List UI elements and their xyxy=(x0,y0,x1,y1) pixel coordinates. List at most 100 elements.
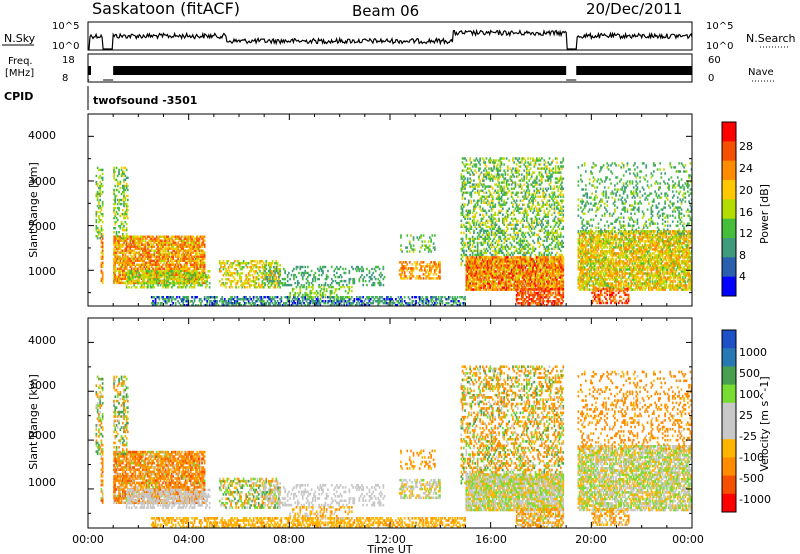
power-cell xyxy=(149,263,152,266)
power-cell xyxy=(132,249,134,252)
power-cell xyxy=(150,245,153,248)
power-cell xyxy=(512,191,514,194)
power-cell xyxy=(114,222,117,226)
power-cell xyxy=(216,296,218,299)
power-cell xyxy=(310,269,313,273)
power-cell xyxy=(507,233,509,237)
power-cell xyxy=(164,284,167,287)
power-cell xyxy=(164,272,167,275)
power-cell xyxy=(474,237,476,241)
power-cell xyxy=(182,243,185,246)
nsky-tick-bottom: 10^0 xyxy=(52,41,79,52)
power-cell xyxy=(188,255,191,258)
power-cell xyxy=(191,259,193,262)
power-cell xyxy=(173,273,176,276)
power-cell xyxy=(154,279,157,283)
power-cell xyxy=(193,269,196,272)
power-cell xyxy=(147,265,149,268)
power-cell xyxy=(113,257,115,260)
power-cell xyxy=(115,245,118,248)
power-cell xyxy=(114,251,117,254)
power-cell xyxy=(138,255,140,258)
power-cell xyxy=(148,245,151,248)
power-cell xyxy=(179,263,182,266)
power-cell xyxy=(124,220,127,224)
power-cell xyxy=(169,237,172,240)
power-cell xyxy=(145,274,148,277)
power-cell xyxy=(125,227,128,230)
power-cell xyxy=(325,287,328,291)
power-cell xyxy=(184,259,187,262)
power-cell xyxy=(123,192,125,196)
power-cell xyxy=(157,280,159,283)
power-cell xyxy=(280,296,283,299)
power-cell xyxy=(119,275,122,278)
power-cell xyxy=(127,208,129,212)
power-cell xyxy=(284,269,286,273)
power-cell xyxy=(525,209,528,212)
power-cell xyxy=(124,257,127,260)
power-cell xyxy=(474,187,476,190)
power-cell xyxy=(167,275,169,278)
power-cell xyxy=(119,267,122,270)
power-cell xyxy=(195,261,197,264)
power-cell xyxy=(468,199,470,202)
power-cell xyxy=(519,227,522,230)
power-cell xyxy=(518,157,521,160)
power-cell xyxy=(348,285,351,289)
power-cell xyxy=(153,259,156,262)
power-cell xyxy=(115,255,118,258)
power-cell xyxy=(484,161,487,164)
power-cell xyxy=(139,267,142,270)
power-cell xyxy=(154,273,157,276)
power-cell xyxy=(128,270,130,273)
power-cell xyxy=(124,243,127,246)
power-cell xyxy=(162,284,164,287)
power-cell xyxy=(174,237,177,240)
power-cell xyxy=(142,255,144,258)
power-cell xyxy=(96,192,99,196)
power-cell xyxy=(166,284,168,287)
power-cell xyxy=(98,202,100,206)
power-cell xyxy=(168,253,171,256)
power-cell xyxy=(184,243,187,246)
power-cell xyxy=(124,247,127,250)
power-cell xyxy=(116,184,119,188)
power-cell xyxy=(116,279,119,283)
power-cell xyxy=(184,263,187,266)
power-cell xyxy=(138,247,140,250)
power-cell xyxy=(129,282,132,285)
power-cell xyxy=(186,277,188,280)
power-cell xyxy=(538,213,541,216)
power-cell xyxy=(115,231,118,234)
power-cell xyxy=(137,269,139,272)
power-cell xyxy=(343,285,346,289)
power-cell xyxy=(152,282,154,285)
power-cell xyxy=(193,267,196,270)
power-cell xyxy=(145,253,148,256)
power-cell xyxy=(177,271,179,274)
power-cell xyxy=(163,278,166,281)
power-cell xyxy=(517,191,519,194)
power-cell xyxy=(130,259,133,262)
power-cell xyxy=(168,251,171,254)
power-cell xyxy=(177,259,179,262)
power-cell xyxy=(149,270,152,273)
power-cell xyxy=(164,259,167,262)
power-cell xyxy=(127,241,129,244)
power-cell xyxy=(129,275,132,278)
power-cell xyxy=(119,239,122,242)
power-cell xyxy=(127,276,129,279)
power-cell xyxy=(115,241,118,244)
power-cell xyxy=(464,296,466,299)
power-cell xyxy=(507,227,509,230)
power-cell xyxy=(366,267,368,271)
power-cell xyxy=(122,174,124,178)
power-cell xyxy=(174,241,177,244)
power-cell xyxy=(198,265,201,268)
power-cell xyxy=(153,253,156,256)
power-cell xyxy=(123,251,125,254)
power-cell xyxy=(192,273,195,276)
power-cell xyxy=(162,253,164,256)
power-cell xyxy=(118,182,120,186)
